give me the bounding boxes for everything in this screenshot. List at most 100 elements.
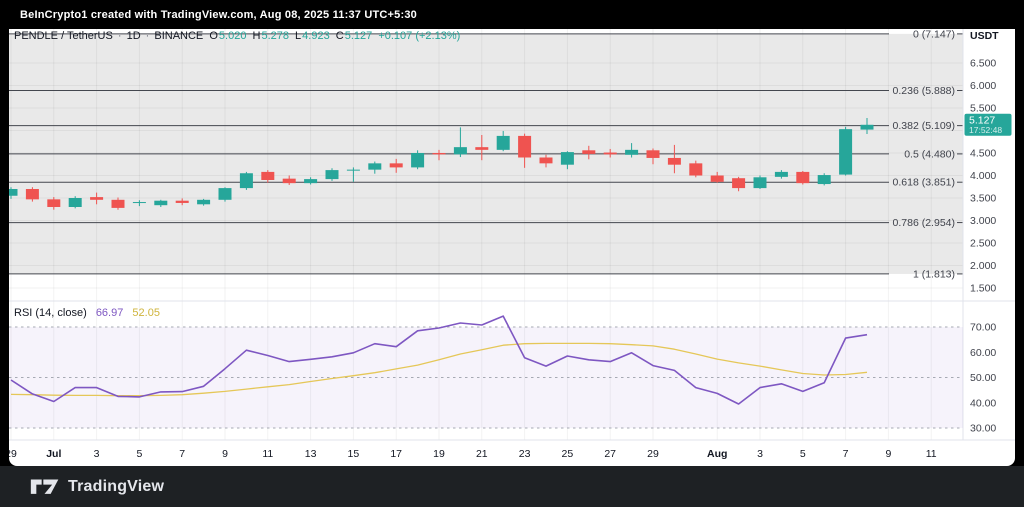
candle-aug-8	[860, 117, 874, 134]
close-label: C	[335, 30, 344, 42]
price-scale[interactable]: USDT 6.500 6.000 5.500 4.500 4.000 3.500 3.000 2…	[970, 30, 999, 295]
tradingview-logo-link[interactable]: TradingView	[30, 477, 164, 497]
rsi-tick-label: 30.00	[970, 423, 996, 435]
price-tick-label: 6.000	[970, 80, 996, 92]
gridlines	[9, 29, 963, 440]
fib-level-label: 0.236 (5.888)	[893, 85, 955, 97]
time-tick-label: 29	[647, 448, 659, 460]
rsi-tick-label: 70.00	[970, 322, 996, 334]
candle-jul-1	[47, 197, 61, 210]
time-tick-label: 3	[757, 448, 763, 460]
rsi-tick-label: 50.00	[970, 372, 996, 384]
attribution-title: BeInCrypto1 created with TradingView.com…	[20, 8, 418, 21]
candle-aug-7	[839, 126, 853, 176]
candle-jun-30	[25, 187, 39, 202]
rsi-legend: RSI (14, close) 66.97 52.05	[14, 307, 160, 319]
time-tick-label: 11	[926, 448, 937, 460]
exchange-label[interactable]: BINANCE	[154, 30, 204, 42]
time-tick-label: 9	[222, 448, 228, 460]
candle-jul-30	[667, 144, 681, 174]
price-tick-label: 6.500	[970, 58, 996, 70]
candle-aug-3	[753, 175, 767, 189]
time-tick-label: 5	[800, 448, 806, 460]
tradingview-logo-text: TradingView	[68, 477, 165, 495]
candle-jul-5	[132, 200, 146, 207]
chart-canvas[interactable]: 0 (7.147) 0.236 (5.888) 0.382 (5.109) 0.5 (…	[9, 29, 1015, 466]
candle-aug-4	[774, 170, 788, 179]
time-tick-label: 11	[262, 448, 273, 460]
candle-jul-10	[239, 171, 253, 190]
candle-jul-25	[560, 151, 574, 170]
high-value: 5.278	[261, 30, 289, 42]
candle-jul-31	[689, 160, 703, 178]
time-tick-label: Aug	[707, 448, 727, 460]
symbol-legend: PENDLE / TetherUS · 1D · BINANCE O5.020 H5…	[14, 30, 463, 42]
pane-separators[interactable]	[9, 29, 1015, 441]
candle-jul-21	[475, 135, 489, 161]
fib-level-label: 0.618 (3.851)	[893, 177, 955, 189]
open-label: O	[209, 30, 218, 42]
rsi-ma-line	[10, 342, 868, 397]
time-axis[interactable]: 29 Jul 3 5 7 9 11 13 15 17 19 21 23 25 27 29 Aug 3 5 7 9 11	[9, 448, 937, 460]
fib-retracement[interactable]: 0 (7.147) 0.236 (5.888) 0.382 (5.109) 0.5 (…	[9, 29, 963, 280]
candle-jul-24	[539, 154, 553, 168]
price-tick-label: 3.500	[970, 193, 996, 205]
rsi-line	[10, 315, 868, 405]
candle-jul-12	[282, 175, 296, 185]
rsi-ma-value: 52.05	[132, 307, 160, 319]
time-tick-label: 5	[136, 448, 142, 460]
candle-jul-6	[154, 199, 168, 207]
price-tick-label: 5.500	[970, 103, 996, 115]
footer-bar: TradingView	[0, 466, 1024, 507]
time-tick-label: 27	[604, 448, 616, 460]
time-tick-label: 21	[476, 448, 488, 460]
time-tick-label: 13	[305, 448, 317, 460]
time-tick-label: 17	[390, 448, 402, 460]
rsi-value: 66.97	[95, 307, 124, 319]
candle-jul-20	[453, 127, 467, 158]
badge-price: 5.127	[969, 114, 995, 126]
candle-jul-17	[389, 158, 403, 173]
low-label: L	[295, 30, 302, 42]
fib-level-label: 0.786 (2.954)	[893, 217, 955, 229]
fib-level-label: 0.5 (4.480)	[904, 148, 955, 160]
candle-jul-19	[432, 149, 446, 161]
candle-jul-13	[304, 177, 318, 185]
candle-jul-16	[368, 161, 382, 174]
fib-level-label: 1 (1.813)	[913, 268, 955, 280]
time-tick-label: Jul	[46, 448, 61, 460]
rsi-pane[interactable]	[9, 315, 963, 429]
price-tick-label: 3.000	[970, 215, 996, 227]
rsi-tick-label: 60.00	[970, 347, 996, 359]
candle-jun-29	[9, 187, 18, 199]
legend-separator: ·	[145, 30, 150, 42]
candle-jul-11	[261, 170, 275, 183]
symbol-title[interactable]: PENDLE / TetherUS	[14, 30, 113, 42]
change-value: +0.107 (+2.13%)	[378, 30, 461, 42]
legend-separator: ·	[117, 30, 122, 42]
attribution-topbar: BeInCrypto1 created with TradingView.com…	[0, 0, 1024, 29]
candle-aug-2	[732, 176, 746, 192]
low-value: 4.923	[302, 30, 330, 42]
time-tick-label: 7	[179, 448, 185, 460]
rsi-scale[interactable]: 70.00 60.00 50.00 40.00 30.00	[970, 322, 996, 435]
time-tick-label: 29	[9, 448, 17, 460]
price-tick-label: 4.500	[970, 148, 996, 160]
price-scale-currency: USDT	[970, 30, 999, 42]
time-tick-label: 25	[562, 448, 574, 460]
close-value: 5.127	[344, 30, 373, 42]
candle-jul-23	[518, 133, 532, 168]
candle-jul-7	[175, 198, 189, 206]
candle-aug-6	[817, 173, 831, 186]
rsi-indicator-label[interactable]: RSI (14, close)	[14, 307, 87, 319]
interval-label[interactable]: 1D	[126, 30, 141, 42]
candle-jul-3	[90, 192, 104, 205]
candle-jul-22	[496, 130, 510, 152]
candle-jul-15	[346, 167, 360, 182]
chart-panel: 0 (7.147) 0.236 (5.888) 0.382 (5.109) 0.5 (…	[9, 29, 1015, 466]
candle-jul-29	[646, 148, 660, 165]
price-tick-label: 1.500	[970, 283, 996, 295]
candle-jul-27	[603, 148, 617, 158]
candle-aug-5	[796, 171, 810, 185]
